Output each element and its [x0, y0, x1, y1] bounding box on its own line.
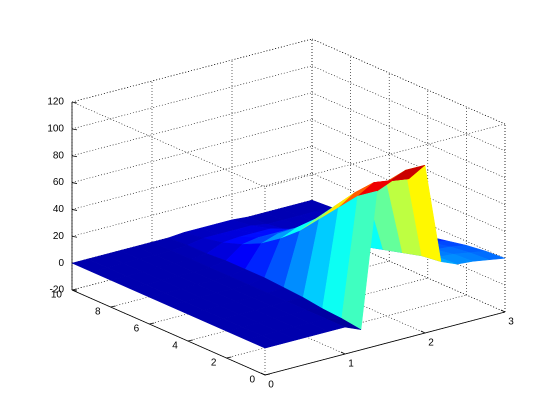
x-tick-label: 3 [508, 317, 514, 328]
x-tick [500, 309, 506, 313]
z-tick-label: 60 [53, 177, 65, 188]
grid-line [311, 92, 506, 178]
z-tick-label: -20 [50, 285, 65, 296]
y-tick [226, 356, 232, 359]
z-tick [71, 209, 78, 211]
box-edge [311, 38, 506, 125]
box-edge [71, 101, 266, 188]
y-tick-label: 6 [134, 324, 140, 335]
x-axis [264, 311, 506, 376]
z-tick-label: 0 [58, 258, 64, 269]
z-tick-label: 40 [53, 204, 65, 215]
z-tick [71, 182, 78, 184]
surface-patch [244, 335, 282, 349]
x-tick-label: 2 [428, 338, 434, 349]
box-edge [264, 123, 506, 188]
y-tick [149, 322, 155, 325]
y-tick [110, 305, 116, 308]
y-tick-label: 2 [211, 358, 217, 369]
z-tick [71, 128, 78, 131]
box-edge [71, 38, 313, 103]
x-tick-label: 0 [268, 380, 274, 391]
grid-line [311, 226, 506, 313]
y-tick-label: 4 [172, 341, 178, 352]
grid-line [311, 65, 506, 152]
y-tick-label: 0 [249, 375, 255, 386]
y-tick-label: 10 [51, 290, 63, 301]
y-tick-label: 8 [95, 307, 101, 318]
grid-line [71, 119, 313, 183]
grid-line [311, 119, 506, 205]
z-tick-label: 20 [53, 231, 65, 242]
surface [71, 164, 506, 349]
y-tick [71, 288, 78, 291]
y-tick [187, 339, 193, 342]
z-tick [71, 155, 78, 158]
x-tick [420, 330, 426, 334]
grid-line [71, 65, 313, 130]
x-tick-label: 1 [348, 359, 354, 370]
y-axis [71, 289, 266, 376]
z-tick [71, 101, 78, 104]
z-tick-label: 80 [53, 150, 65, 161]
z-tick [71, 235, 78, 238]
x-tick [340, 351, 346, 355]
y-tick [264, 373, 271, 376]
grid-line [71, 92, 313, 157]
x-tick [260, 372, 266, 376]
z-tick-label: 100 [47, 123, 64, 134]
z-tick-label: 120 [47, 97, 64, 108]
grid-line [71, 146, 313, 210]
